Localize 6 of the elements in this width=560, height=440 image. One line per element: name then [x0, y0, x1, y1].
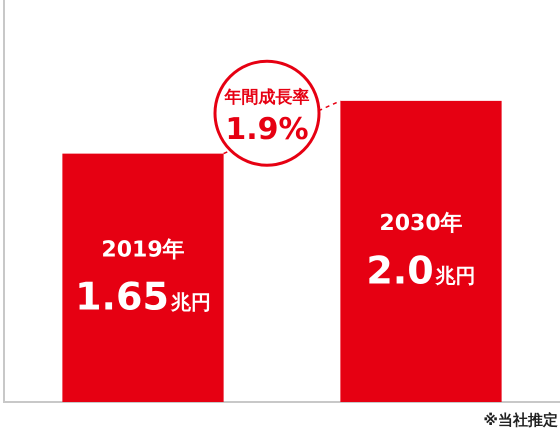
data-label: 2.0兆円 [366, 248, 476, 292]
annotation: 年間成長率 1.9% [224, 88, 310, 148]
x-tick-label: 2030年 [379, 211, 463, 236]
x-tick-label: 2019年 [101, 238, 185, 263]
text: ※当社推定 [483, 410, 558, 429]
data-label: 1.65兆円 [75, 274, 211, 319]
